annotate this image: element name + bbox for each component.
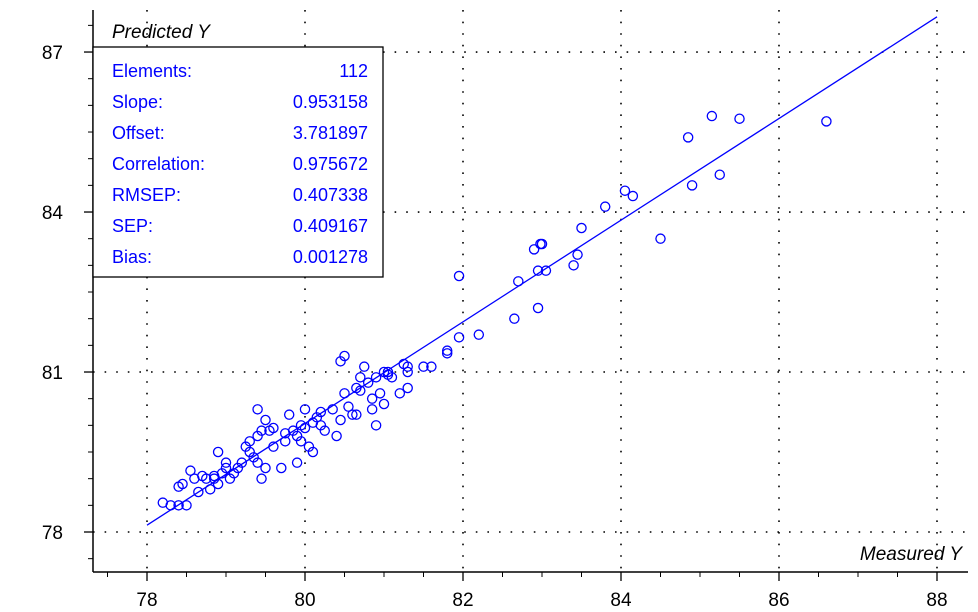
data-point [261, 463, 270, 472]
x-tick-label: 84 [610, 590, 632, 611]
data-point [277, 463, 286, 472]
data-point [454, 271, 463, 280]
stat-label: Bias: [112, 247, 152, 267]
data-point [293, 458, 302, 467]
stat-value: 0.953158 [293, 92, 368, 112]
y-tick-label: 84 [42, 203, 64, 224]
data-point [375, 389, 384, 398]
data-point [573, 250, 582, 259]
stat-label: Elements: [112, 61, 192, 81]
stat-value: 0.409167 [293, 216, 368, 236]
data-point [253, 405, 262, 414]
data-point [601, 202, 610, 211]
data-point [332, 431, 341, 440]
data-point [372, 421, 381, 430]
data-point [707, 111, 716, 120]
y-tick-label: 78 [42, 523, 63, 544]
data-point [285, 410, 294, 419]
data-point [569, 261, 578, 270]
data-point [474, 330, 483, 339]
data-point [577, 223, 586, 232]
x-tick-label: 88 [926, 590, 947, 611]
data-point [340, 389, 349, 398]
data-point [656, 234, 665, 243]
data-point [628, 191, 637, 200]
data-point [688, 181, 697, 190]
data-point [360, 362, 369, 371]
stat-value: 112 [339, 61, 368, 81]
statistics-box: Elements: 112 Slope: 0.953158 Offset: 3.78189… [93, 47, 383, 277]
data-point [221, 458, 230, 467]
stat-value: 0.975672 [293, 154, 368, 174]
data-point [336, 415, 345, 424]
data-point [379, 399, 388, 408]
data-point [715, 170, 724, 179]
stat-label: Correlation: [112, 154, 205, 174]
data-point [510, 314, 519, 323]
stat-label: Offset: [112, 123, 165, 143]
data-point [454, 333, 463, 342]
data-point [684, 133, 693, 142]
stat-label: SEP: [112, 216, 153, 236]
x-tick-label: 86 [768, 590, 789, 611]
x-tick-label: 80 [294, 590, 315, 611]
stat-value: 0.407338 [293, 185, 368, 205]
data-point [514, 277, 523, 286]
stat-label: RMSEP: [112, 185, 181, 205]
data-point [261, 415, 270, 424]
data-point [822, 117, 831, 126]
data-point [158, 498, 167, 507]
x-axis-title: Measured Y [860, 544, 963, 565]
y-tick-label: 87 [42, 43, 63, 64]
y-tick-label: 81 [42, 363, 63, 384]
stat-value: 0.001278 [293, 247, 368, 267]
stat-label: Slope: [112, 92, 163, 112]
data-point [190, 474, 199, 483]
data-point [735, 114, 744, 123]
x-tick-label: 78 [136, 590, 157, 611]
data-point [344, 402, 353, 411]
x-tick-label: 82 [452, 590, 473, 611]
data-point [214, 447, 223, 456]
data-point [368, 405, 377, 414]
y-axis-title: Predicted Y [112, 22, 211, 43]
data-point [257, 474, 266, 483]
data-point [403, 383, 412, 392]
data-point [300, 405, 309, 414]
stat-value: 3.781897 [293, 123, 368, 143]
data-point [533, 303, 542, 312]
